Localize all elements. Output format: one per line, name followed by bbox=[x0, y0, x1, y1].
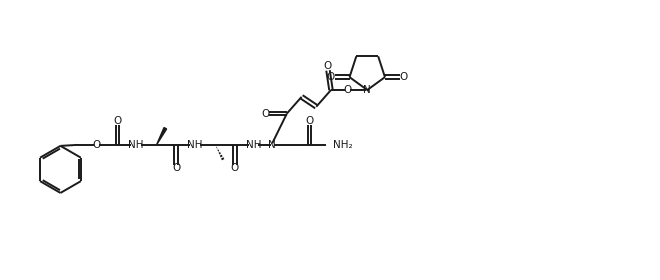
Text: N: N bbox=[269, 140, 276, 150]
Text: O: O bbox=[113, 116, 121, 126]
Text: O: O bbox=[306, 116, 314, 126]
Text: NH: NH bbox=[187, 140, 203, 150]
Text: O: O bbox=[323, 62, 331, 71]
Text: O: O bbox=[327, 72, 335, 82]
Text: O: O bbox=[92, 140, 101, 150]
Text: NH₂: NH₂ bbox=[333, 140, 352, 150]
Text: O: O bbox=[172, 164, 180, 173]
Text: N: N bbox=[364, 85, 371, 95]
Text: O: O bbox=[231, 164, 239, 173]
Polygon shape bbox=[156, 128, 166, 145]
Text: O: O bbox=[399, 72, 408, 82]
Text: O: O bbox=[261, 109, 269, 118]
Text: NH: NH bbox=[128, 140, 144, 150]
Text: O: O bbox=[343, 85, 352, 95]
Text: NH: NH bbox=[246, 140, 261, 150]
